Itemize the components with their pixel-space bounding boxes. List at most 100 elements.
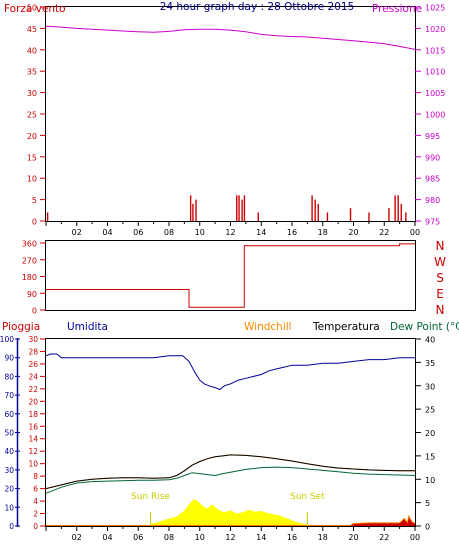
wind-bar	[400, 203, 402, 221]
windchill-label: Windchill	[244, 321, 292, 333]
x-tick-label: 18	[318, 228, 328, 237]
humidity-line	[45, 353, 415, 391]
temperature-plot-area	[45, 338, 416, 527]
direction-tick-label: 90	[27, 290, 37, 299]
humidity-tick-label: 60	[4, 410, 14, 419]
humidity-label: Umidita	[67, 321, 108, 333]
wind-tick-label: 40	[27, 46, 37, 55]
rain-tick-label: 0	[33, 522, 38, 531]
wind-tick-label: 5	[32, 196, 37, 205]
temperature-label: Temperatura	[312, 321, 380, 333]
rain-line	[46, 514, 416, 526]
dewpoint-line	[45, 466, 416, 494]
rain-tick-label: 8	[33, 472, 38, 481]
wind-pressure-plot-area	[45, 6, 416, 222]
wind-tick-label: 10	[27, 175, 37, 184]
temperature-tick-label: 15	[425, 452, 435, 461]
humidity-tick-label: 80	[4, 372, 14, 381]
humidity-tick-label: 50	[4, 429, 14, 438]
humidity-axis-ticks: 0 10 20 30 40 50 60 70 80 90 100	[0, 335, 20, 531]
wind-bar	[405, 212, 407, 221]
wind-bar	[189, 195, 192, 221]
wind-bar	[238, 195, 240, 221]
wind-bar	[317, 203, 319, 221]
x-tick-label: 20	[348, 533, 358, 542]
x-tick-label: 22	[379, 533, 389, 542]
sun-area	[150, 499, 308, 526]
rain-label: Pioggia	[2, 321, 40, 333]
temperature-tick-label: 20	[425, 429, 435, 438]
x-tick-label: 00	[410, 533, 420, 542]
x-tick-label: 16	[287, 228, 297, 237]
wind-bar	[326, 212, 329, 221]
temperature-tick-label: 40	[425, 336, 435, 345]
sunrise-annotation: Sun Rise	[131, 492, 170, 502]
humidity-tick-label: 20	[4, 485, 14, 494]
wind-bar	[243, 195, 246, 221]
x-tick-label: 14	[256, 228, 266, 237]
x-tick-label: 04	[102, 533, 112, 542]
pressure-tick-label: 1020	[425, 25, 445, 34]
temperature-line	[45, 454, 415, 490]
x-tick-label: 02	[72, 533, 82, 542]
x-tick-label: 10	[195, 228, 205, 237]
rain-tick-label: 26	[28, 360, 38, 369]
direction-tick-label: 360	[22, 240, 37, 249]
temperature-tick-label: 30	[425, 382, 435, 391]
x-tick-label: 14	[256, 533, 266, 542]
wind-direction-plot-area	[45, 240, 416, 311]
rain-tick-label: 2	[33, 510, 38, 519]
direction-letter: N	[436, 239, 445, 253]
dewpoint-label: Dew Point (°C	[390, 321, 459, 333]
humidity-tick-label: 70	[4, 391, 14, 400]
wind-bar	[195, 199, 197, 221]
temperature-axis-ticks: 0 5 10 15 20 25 30 35 40	[415, 336, 435, 532]
rain-tick-label: 16	[28, 422, 38, 431]
rain-tick-label: 12	[28, 447, 38, 456]
wind-bar	[314, 199, 316, 221]
wind-bar	[192, 203, 194, 221]
x-tick-label: 08	[164, 533, 174, 542]
direction-tick-label: 180	[22, 273, 37, 282]
direction-letter: E	[436, 287, 444, 301]
x-tick-label: 16	[287, 533, 297, 542]
direction-letter: W	[434, 255, 446, 269]
sunset-annotation: Sun Set	[290, 492, 325, 502]
pressure-tick-label: 995	[425, 132, 440, 141]
x-tick-label: 06	[133, 533, 143, 542]
rain-tick-label: 22	[28, 385, 38, 394]
temperature-tick-label: 5	[425, 499, 430, 508]
rain-tick-label: 14	[28, 435, 38, 444]
x-tick-label: 22	[379, 228, 389, 237]
wind-bar	[46, 212, 49, 221]
pressure-tick-label: 985	[425, 175, 440, 184]
pressure-tick-label: 1025	[425, 4, 445, 13]
rain-tick-label: 28	[28, 347, 38, 356]
pressure-axis-ticks: 975 980 985 990 995 1000 1005 1010 1015 1020 1025	[415, 4, 445, 227]
pressure-tick-label: 975	[425, 218, 440, 227]
x-axis-ticks-1: 02 04 06 08 10 12 14 16 18 20 22 00	[45, 221, 420, 237]
temperature-tick-label: 35	[425, 359, 435, 368]
humidity-tick-label: 90	[4, 354, 14, 363]
pressure-tick-label: 1015	[425, 46, 445, 55]
wind-tick-label: 50	[27, 4, 37, 13]
wind-bar	[311, 195, 313, 221]
temperature-tick-label: 10	[425, 476, 435, 485]
x-tick-label: 12	[225, 533, 235, 542]
pressure-tick-label: 980	[425, 196, 440, 205]
wind-bar	[368, 212, 370, 221]
wind-bar	[388, 208, 390, 221]
wind-bars	[46, 195, 407, 221]
chart-title: 24 hour graph day : 28 Ottobre 2015	[160, 1, 355, 13]
x-tick-label: 12	[225, 228, 235, 237]
humidity-tick-label: 10	[4, 503, 14, 512]
wind-tick-label: 20	[27, 132, 37, 141]
pressure-tick-label: 1010	[425, 68, 445, 77]
humidity-tick-label: 100	[0, 335, 14, 344]
x-tick-label: 08	[164, 228, 174, 237]
direction-letter: S	[436, 271, 444, 285]
